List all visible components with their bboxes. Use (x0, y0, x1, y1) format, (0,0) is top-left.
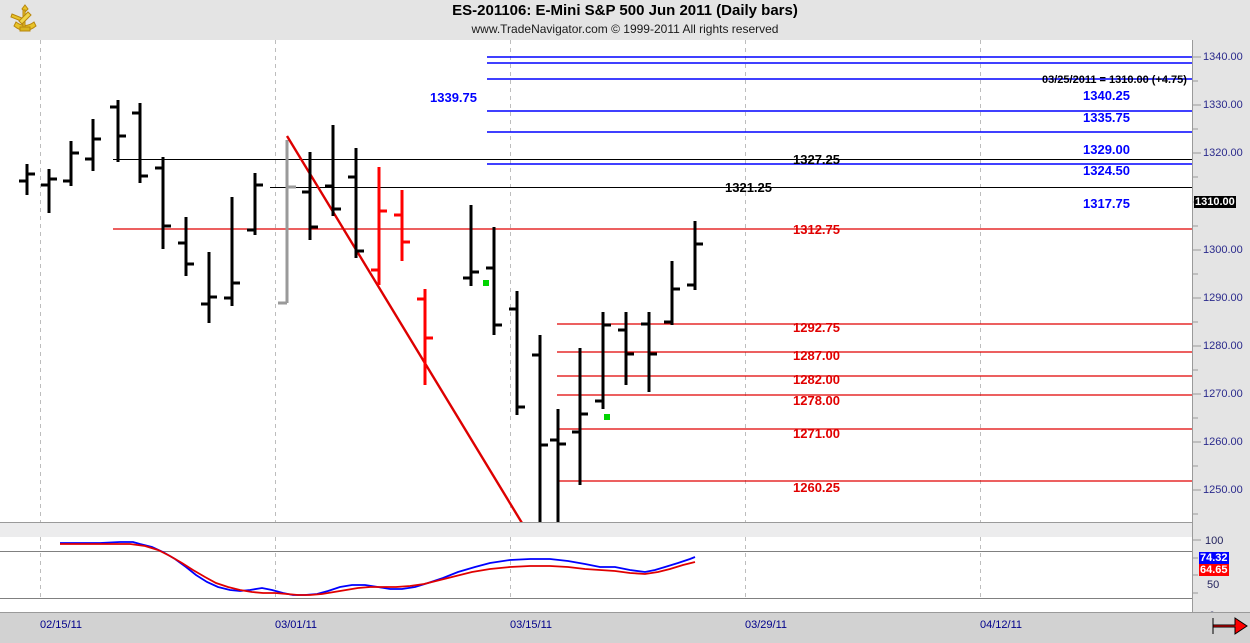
date-tick-2: 03/15/11 (510, 619, 553, 631)
quote-readout: 03/25/2011 = 1310.00 (+4.75) (1042, 74, 1187, 86)
price-tick-1270: 1270.00 (1203, 388, 1243, 400)
level-label-1335-75: 1335.75 (1083, 110, 1130, 125)
marker-green-1 (483, 280, 489, 286)
stoch-value-k: 74.32 (1199, 552, 1229, 564)
price-tick-current: 1310.00 (1194, 196, 1236, 208)
stoch-levels (0, 551, 1192, 599)
price-axis-ticks (1193, 56, 1201, 594)
level-label-1321-25: 1321.25 (725, 180, 772, 195)
price-tick-1320: 1320.00 (1203, 147, 1243, 159)
date-tick-3: 03/29/11 (745, 619, 788, 631)
price-tick-1300: 1300.00 (1203, 244, 1243, 256)
date-tick-1: 03/01/11 (275, 619, 318, 631)
date-axis[interactable] (0, 612, 1250, 643)
stoch-lower-fill (0, 600, 1192, 612)
date-tick-4: 04/12/11 (980, 619, 1023, 631)
level-label-1282-00: 1282.00 (793, 372, 840, 387)
level-label-1317-75: 1317.75 (1083, 196, 1130, 211)
page-title: ES-201106: E-Mini S&P 500 Jun 2011 (Dail… (452, 2, 798, 19)
current-bar-cursor-icon (1212, 617, 1248, 635)
copyright-line: www.TradeNavigator.com © 1999-2011 All r… (471, 22, 779, 36)
ohlc-bars (19, 100, 703, 565)
stoch-d-line (60, 543, 696, 596)
level-label-1260-25: 1260.25 (793, 480, 840, 495)
date-tick-0: 02/15/11 (40, 619, 83, 631)
level-label-1329-00: 1329.00 (1083, 142, 1130, 157)
level-label-1339-75: 1339.75 (430, 90, 477, 105)
resistance-lines (485, 56, 1192, 524)
price-chart-pane[interactable]: 1339.75 1340.25 1335.75 1329.00 1327.25 … (0, 40, 1192, 580)
stochastic-plot-svg (0, 537, 1192, 612)
vertical-gridlines (40, 40, 981, 522)
level-label-1324-50: 1324.50 (1083, 163, 1130, 178)
price-tick-1260: 1260.00 (1203, 436, 1243, 448)
stoch-value-d: 64.65 (1199, 564, 1229, 576)
price-tick-1250: 1250.00 (1203, 484, 1243, 496)
price-plot-svg (19, 40, 1192, 580)
signal-markers (483, 280, 610, 420)
level-label-1340-25: 1340.25 (1083, 88, 1130, 103)
stoch-tick-50: 50 (1207, 579, 1220, 591)
price-tick-1290: 1290.00 (1203, 292, 1243, 304)
level-label-1327-25: 1327.25 (793, 152, 840, 167)
price-tick-1330: 1330.00 (1203, 99, 1243, 111)
stoch-tick-100: 100 (1205, 535, 1224, 547)
level-label-1312-75: 1312.75 (793, 222, 840, 237)
level-label-1271-00: 1271.00 (793, 426, 840, 441)
date-axis-marker (1212, 617, 1248, 635)
stochastic-pane[interactable]: StochD (3) StochK (14,3) (0, 537, 1192, 612)
black-level-lines (113, 158, 1192, 189)
sextant-logo-icon (8, 2, 42, 36)
grey-reference-bar (278, 140, 296, 305)
level-label-1287-00: 1287.00 (793, 348, 840, 363)
price-tick-1280: 1280.00 (1203, 340, 1243, 352)
support-lines (113, 228, 1192, 482)
marker-green-2 (604, 414, 610, 420)
price-tick-1340: 1340.00 (1203, 51, 1243, 63)
level-label-1292-75: 1292.75 (793, 320, 840, 335)
level-label-1278-00: 1278.00 (793, 393, 840, 408)
chart-header: ES-201106: E-Mini S&P 500 Jun 2011 (Dail… (0, 0, 1250, 40)
price-axis[interactable]: 1340.00 1330.00 1320.00 1310.00 1300.00 … (1192, 40, 1250, 622)
